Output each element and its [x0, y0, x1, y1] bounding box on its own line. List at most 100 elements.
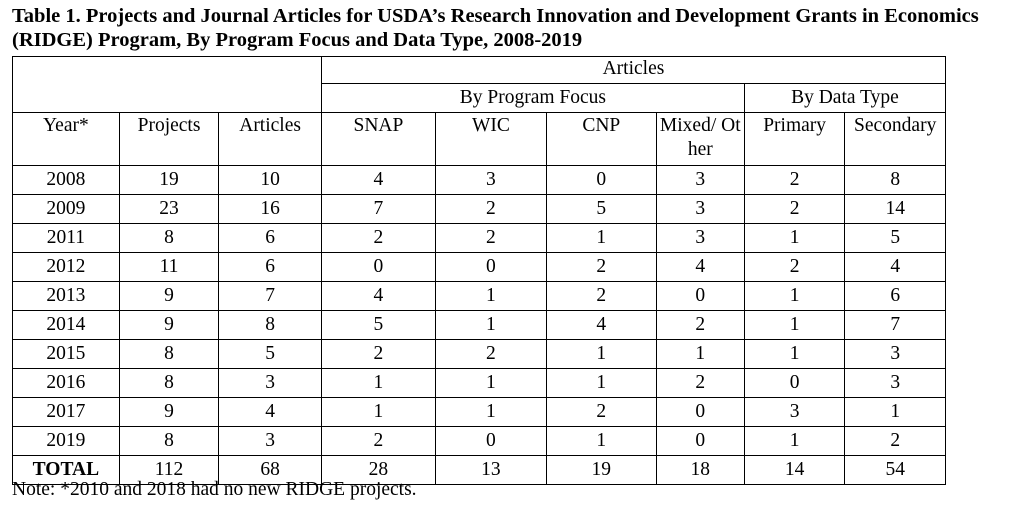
table-row: 2012 11 6 0 0 2 4 2 4 — [12, 252, 946, 282]
cell-primary: 1 — [743, 339, 846, 369]
cell-secondary: 1 — [844, 397, 946, 427]
cell-mixed-other: 0 — [655, 426, 745, 456]
total-projects: 112 — [118, 455, 220, 485]
total-snap: 28 — [320, 455, 436, 485]
cell-mixed-other: 0 — [655, 281, 745, 311]
cell-articles: 7 — [218, 281, 322, 311]
cell-articles: 8 — [218, 310, 322, 340]
cell-projects: 8 — [118, 339, 220, 369]
cell-year: 2019 — [12, 426, 120, 456]
cell-projects: 8 — [118, 223, 220, 253]
cell-mixed-other: 2 — [655, 368, 745, 398]
total-primary: 14 — [743, 455, 846, 485]
table-note: Note: *2010 and 2018 had no new RIDGE pr… — [12, 479, 417, 500]
cell-projects: 9 — [118, 281, 220, 311]
ridge-table: Articles By Program Focus By Data Type Y… — [12, 56, 947, 485]
cell-snap: 1 — [320, 368, 436, 398]
cell-cnp: 2 — [545, 252, 657, 282]
total-row: TOTAL 112 68 28 13 19 18 14 54 — [12, 455, 946, 485]
cell-snap: 1 — [320, 397, 436, 427]
table-row: 2016 8 3 1 1 1 2 0 3 — [12, 368, 946, 398]
cell-wic: 0 — [434, 252, 547, 282]
col-header-articles: Articles — [218, 112, 322, 166]
cell-articles: 10 — [218, 165, 322, 195]
cell-year: 2008 — [12, 165, 120, 195]
cell-snap: 7 — [320, 194, 436, 224]
total-cnp: 19 — [545, 455, 657, 485]
cell-mixed-other: 3 — [655, 165, 745, 195]
cell-articles: 6 — [218, 223, 322, 253]
cell-cnp: 5 — [545, 194, 657, 224]
col-header-snap: SNAP — [320, 112, 436, 166]
column-header-row: Year* Projects Articles SNAP WIC CNP Mix… — [12, 112, 946, 166]
col-header-cnp: CNP — [545, 112, 657, 166]
cell-snap: 0 — [320, 252, 436, 282]
table-row: 2011 8 6 2 2 1 3 1 5 — [12, 223, 946, 253]
cell-mixed-other: 0 — [655, 397, 745, 427]
cell-year: 2011 — [12, 223, 120, 253]
cell-projects: 19 — [118, 165, 220, 195]
cell-snap: 2 — [320, 339, 436, 369]
table-row: 2019 8 3 2 0 1 0 1 2 — [12, 426, 946, 456]
cell-projects: 9 — [118, 397, 220, 427]
cell-wic: 1 — [434, 310, 547, 340]
cell-wic: 0 — [434, 426, 547, 456]
cell-wic: 1 — [434, 368, 547, 398]
cell-primary: 1 — [743, 223, 846, 253]
cell-cnp: 2 — [545, 397, 657, 427]
cell-wic: 2 — [434, 339, 547, 369]
cell-articles: 3 — [218, 426, 322, 456]
cell-cnp: 1 — [545, 368, 657, 398]
cell-secondary: 8 — [844, 165, 946, 195]
total-label: TOTAL — [12, 455, 120, 485]
cell-primary: 0 — [743, 368, 846, 398]
col-header-secondary-label: Secondary — [854, 115, 937, 136]
cell-articles: 16 — [218, 194, 322, 224]
col-header-wic: WIC — [434, 112, 547, 166]
cell-primary: 3 — [743, 397, 846, 427]
cell-primary: 2 — [743, 165, 846, 195]
cell-snap: 2 — [320, 426, 436, 456]
table-row: 2008 19 10 4 3 0 3 2 8 — [12, 165, 946, 195]
cell-primary: 2 — [743, 194, 846, 224]
cell-mixed-other: 4 — [655, 252, 745, 282]
cell-snap: 5 — [320, 310, 436, 340]
empty-corner-cell — [12, 56, 322, 113]
header-row-articles: Articles — [12, 56, 947, 113]
cell-secondary: 3 — [844, 339, 946, 369]
cell-mixed-other: 2 — [655, 310, 745, 340]
cell-year: 2013 — [12, 281, 120, 311]
cell-secondary: 2 — [844, 426, 946, 456]
cell-projects: 8 — [118, 426, 220, 456]
data-type-header: By Data Type — [743, 83, 947, 113]
col-header-mixed-other-label: Mixed/ Other — [659, 115, 741, 160]
cell-primary: 2 — [743, 252, 846, 282]
cell-year: 2009 — [12, 194, 120, 224]
cell-articles: 4 — [218, 397, 322, 427]
cell-year: 2015 — [12, 339, 120, 369]
cell-secondary: 5 — [844, 223, 946, 253]
cell-secondary: 6 — [844, 281, 946, 311]
table-row: 2017 9 4 1 1 2 0 3 1 — [12, 397, 946, 427]
cell-primary: 1 — [743, 426, 846, 456]
cell-primary: 1 — [743, 281, 846, 311]
cell-year: 2017 — [12, 397, 120, 427]
table-row: 2015 8 5 2 2 1 1 1 3 — [12, 339, 946, 369]
cell-wic: 3 — [434, 165, 547, 195]
cell-wic: 2 — [434, 223, 547, 253]
cell-mixed-other: 1 — [655, 339, 745, 369]
table-row: 2009 23 16 7 2 5 3 2 14 — [12, 194, 946, 224]
header-row-groups: By Program Focus By Data Type — [13, 83, 947, 113]
total-secondary: 54 — [844, 455, 946, 485]
cell-cnp: 0 — [545, 165, 657, 195]
cell-secondary: 4 — [844, 252, 946, 282]
cell-primary: 1 — [743, 310, 846, 340]
cell-secondary: 14 — [844, 194, 946, 224]
cell-cnp: 1 — [545, 426, 657, 456]
col-header-projects: Projects — [118, 112, 220, 166]
articles-header: Articles — [320, 56, 947, 84]
cell-mixed-other: 3 — [655, 223, 745, 253]
cell-projects: 23 — [118, 194, 220, 224]
cell-articles: 6 — [218, 252, 322, 282]
table-row: 2014 9 8 5 1 4 2 1 7 — [12, 310, 946, 340]
